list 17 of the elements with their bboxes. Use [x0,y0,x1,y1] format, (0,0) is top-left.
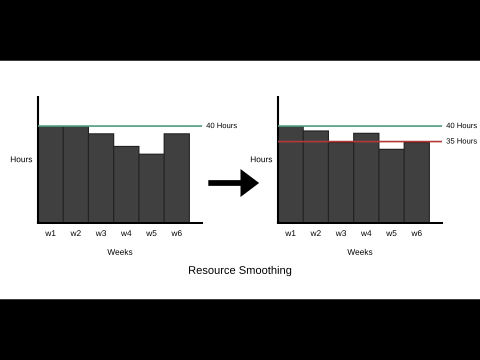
x-tick-label: w3 [336,230,346,236]
x-tick-label: w4 [360,230,372,236]
x-tick-label: w4 [120,230,132,236]
x-tick-label: w6 [411,230,422,236]
y-axis-title: Hours [10,156,32,162]
y-axis-title: Hours [250,156,272,162]
x-tick-label: w5 [146,230,157,236]
text: Resource Smoothing [189,266,292,276]
x-tick-label: w1 [45,230,56,236]
x-tick-label: w2 [310,230,321,236]
x-tick-label: w2 [70,230,81,236]
x-tick-label: w5 [386,230,397,236]
x-axis-title: Weeks [347,248,372,255]
x-tick-label: w1 [285,230,296,236]
x-axis-title: Weeks [107,248,132,255]
x-tick-label: w6 [171,230,182,236]
x-tick-label: w3 [96,230,106,236]
